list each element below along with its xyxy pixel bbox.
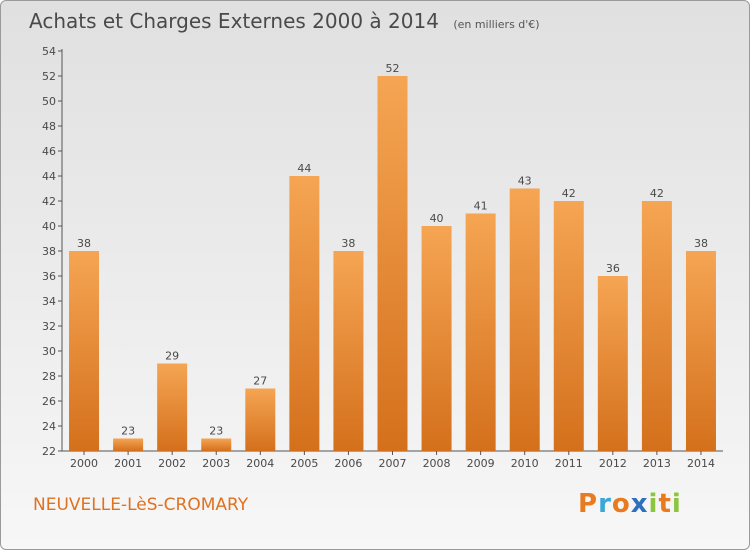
y-tick-label: 40 <box>42 220 56 233</box>
y-tick-label: 22 <box>42 445 56 458</box>
data-label-2010: 43 <box>518 175 532 188</box>
x-tick-label-2004: 2004 <box>246 457 274 470</box>
x-tick-label-2006: 2006 <box>334 457 362 470</box>
data-label-2012: 36 <box>606 262 620 275</box>
x-tick-label-2008: 2008 <box>423 457 451 470</box>
x-tick-label-2003: 2003 <box>202 457 230 470</box>
y-tick-label: 50 <box>42 95 56 108</box>
data-label-2011: 42 <box>562 187 576 200</box>
bar-2009 <box>465 213 496 451</box>
x-tick-label-2010: 2010 <box>511 457 539 470</box>
bar-2002 <box>157 363 188 451</box>
bar-2011 <box>553 201 584 451</box>
bar-2012 <box>597 276 628 451</box>
logo-letter: i <box>648 489 659 519</box>
axes: 22 24 26 28 30 32 34 36 38 40 42 44 46 48 50 52 54 2000 20… <box>42 45 723 470</box>
logo-letter: o <box>611 489 631 519</box>
y-tick-label: 26 <box>42 395 56 408</box>
x-tick-label-2002: 2002 <box>158 457 186 470</box>
proxiti-logo[interactable]: Proxiti <box>578 489 682 519</box>
x-tick-label-2001: 2001 <box>114 457 142 470</box>
bar-2007 <box>377 76 408 451</box>
data-label-2013: 42 <box>650 187 664 200</box>
y-tick-label: 52 <box>42 70 56 83</box>
y-tick-label: 36 <box>42 270 56 283</box>
y-tick-label: 42 <box>42 195 56 208</box>
bar-2003 <box>201 438 232 451</box>
x-tick-label-2000: 2000 <box>70 457 98 470</box>
x-tick-label-2012: 2012 <box>599 457 627 470</box>
logo-letter: i <box>671 489 682 519</box>
logo-letter: r <box>598 489 612 519</box>
data-label-2003: 23 <box>209 425 223 438</box>
x-tick-label-2011: 2011 <box>555 457 583 470</box>
logo-letter: x <box>630 489 649 519</box>
x-tick-label-2009: 2009 <box>467 457 495 470</box>
data-label-2005: 44 <box>297 162 311 175</box>
bar-2010 <box>509 188 540 451</box>
logo-letter: t <box>658 489 672 519</box>
bar-2000 <box>69 251 100 451</box>
x-tick-label-2007: 2007 <box>379 457 407 470</box>
y-tick-label: 28 <box>42 370 56 383</box>
data-labels: 38 23 29 23 27 44 38 52 40 41 43 42 36 42 38 <box>77 62 708 438</box>
bar-2005 <box>289 176 320 451</box>
data-label-2001: 23 <box>121 425 135 438</box>
bar-2008 <box>421 226 452 451</box>
y-tick-label: 38 <box>42 245 56 258</box>
y-tick-label: 54 <box>42 45 56 58</box>
y-tick-label: 24 <box>42 420 56 433</box>
bar-2014 <box>685 251 716 451</box>
x-tick-label-2005: 2005 <box>290 457 318 470</box>
y-tick-label: 48 <box>42 120 56 133</box>
logo-letter: P <box>578 489 599 519</box>
bar-2006 <box>333 251 364 451</box>
y-tick-label: 30 <box>42 345 56 358</box>
y-tick-label: 44 <box>42 170 56 183</box>
data-label-2002: 29 <box>165 350 179 363</box>
data-label-2008: 40 <box>430 212 444 225</box>
data-label-2014: 38 <box>694 237 708 250</box>
data-label-2000: 38 <box>77 237 91 250</box>
y-tick-label: 34 <box>42 295 56 308</box>
bar-2001 <box>113 438 144 451</box>
bar-2013 <box>641 201 672 451</box>
bars <box>69 76 716 451</box>
bar-2004 <box>245 388 276 451</box>
data-label-2004: 27 <box>253 375 267 388</box>
chart-title-text: Achats et Charges Externes 2000 à 2014 <box>29 9 439 33</box>
x-tick-label-2014: 2014 <box>687 457 715 470</box>
x-tick-label-2013: 2013 <box>643 457 671 470</box>
data-label-2007: 52 <box>386 62 400 75</box>
data-label-2009: 41 <box>474 200 488 213</box>
data-label-2006: 38 <box>341 237 355 250</box>
chart-title: Achats et Charges Externes 2000 à 2014 (… <box>29 9 540 33</box>
town-name: NEUVELLE-LèS-CROMARY <box>33 495 249 515</box>
y-tick-label: 46 <box>42 145 56 158</box>
chart-unit: (en milliers d'€) <box>453 18 540 31</box>
y-tick-label: 32 <box>42 320 56 333</box>
